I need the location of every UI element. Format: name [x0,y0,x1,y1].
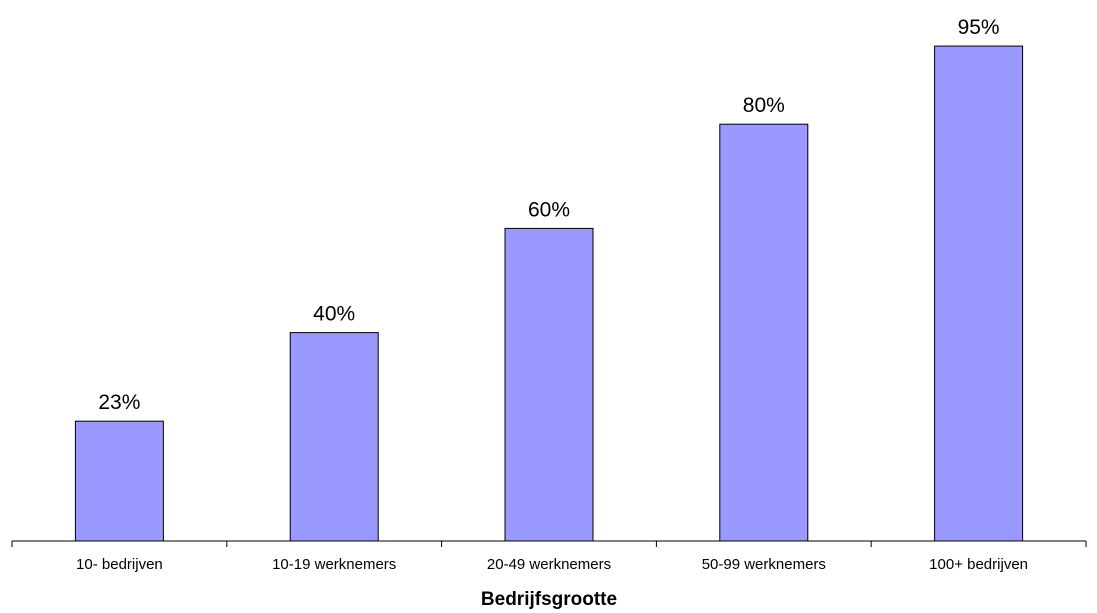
x-tick-label: 100+ bedrijven [929,556,1028,573]
x-axis-tick-labels: 10- bedrijven 10-19 werknemers 20-49 werkn… [76,556,1028,573]
data-labels-group: 23% 40% 60% 80% 95% [98,16,999,414]
bar [934,45,1024,542]
bar [719,123,809,542]
x-axis-ticks [11,541,1087,547]
data-label: 95% [958,16,1000,39]
x-axis-title: Bedrijfsgrootte [481,589,617,610]
x-tick-label: 10- bedrijven [76,556,163,573]
data-label: 60% [528,198,570,221]
bar [289,332,379,542]
bars-group [74,45,1024,542]
x-tick-label: 20-49 werknemers [487,556,611,573]
data-label: 23% [98,391,140,414]
x-tick-label: 50-99 werknemers [702,556,826,573]
data-label: 40% [313,303,355,326]
data-label: 80% [743,94,785,117]
bar [504,227,594,542]
x-tick-label: 10-19 werknemers [272,556,396,573]
bar [74,420,164,542]
